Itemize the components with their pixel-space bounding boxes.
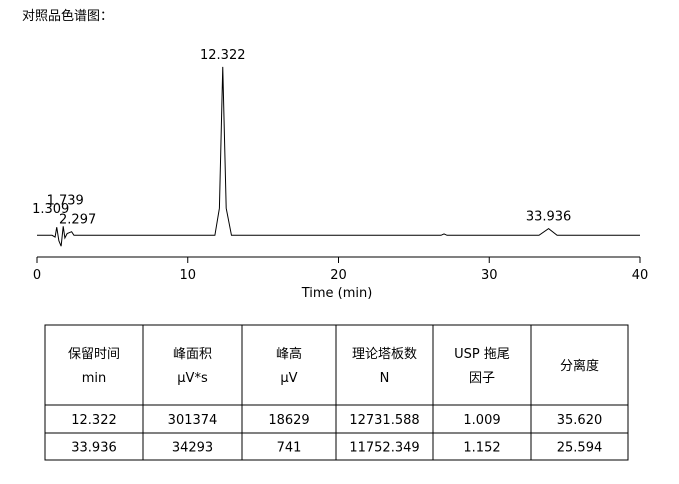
peak-label: 12.322: [200, 48, 246, 63]
table-header: μV*s: [177, 371, 208, 386]
table-header: 因子: [469, 371, 495, 386]
table-cell: 18629: [268, 413, 309, 428]
table-header: USP 拖尾: [454, 347, 510, 362]
trace: [37, 66, 640, 247]
table-header: 峰面积: [173, 347, 212, 362]
x-tick-label: 40: [632, 268, 649, 283]
peak-label: 2.297: [59, 213, 96, 228]
table-cell: 33.936: [71, 441, 117, 456]
x-tick-label: 20: [330, 268, 347, 283]
x-axis-label: Time (min): [301, 286, 373, 301]
table-cell: 301374: [168, 413, 218, 428]
table-header: 分离度: [560, 358, 599, 374]
peak-label: 1.309: [32, 202, 69, 217]
peak-label: 33.936: [526, 210, 572, 225]
table-header: 保留时间: [68, 347, 120, 362]
table-header: μV: [280, 371, 297, 386]
table-header: 理论塔板数: [352, 347, 417, 362]
heading: 对照品色谱图：: [22, 8, 113, 24]
table-cell: 12731.588: [349, 413, 419, 428]
table-cell: 34293: [172, 441, 213, 456]
x-tick-label: 30: [481, 268, 498, 283]
x-tick-label: 10: [179, 268, 196, 283]
table-cell: 1.152: [463, 441, 500, 456]
table-header: 峰高: [276, 346, 302, 362]
table-cell: 25.594: [557, 441, 603, 456]
peak-label: 1.739: [47, 193, 84, 208]
x-tick-label: 0: [33, 268, 41, 283]
table-cell: 35.620: [557, 413, 603, 428]
table-cell: 11752.349: [349, 441, 419, 456]
table-cell: 12.322: [71, 413, 117, 428]
table-cell: 741: [277, 441, 302, 456]
table-header: N: [380, 371, 390, 386]
table-cell: 1.009: [463, 413, 500, 428]
table-header: min: [82, 371, 107, 386]
